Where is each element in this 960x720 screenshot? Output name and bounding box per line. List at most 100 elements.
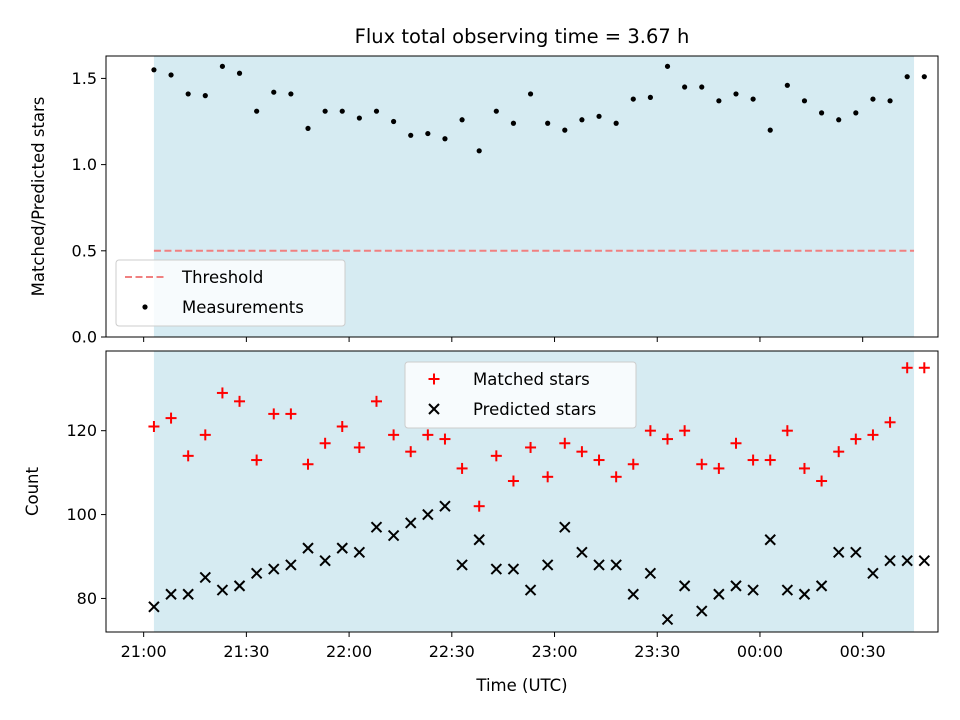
x-tick-label: 00:00 [737, 642, 783, 661]
matched-star-point [764, 454, 776, 466]
bottom-legend-box [404, 361, 637, 429]
predicted-star-point [781, 584, 794, 596]
top-x-ticks [143, 337, 864, 342]
predicted-star-point [713, 588, 725, 600]
measurement-point [459, 117, 465, 123]
predicted-star-point [678, 580, 691, 592]
top-y-axis-label: Matched/Predicted stars [29, 97, 48, 297]
predicted-star-point [405, 517, 417, 529]
matched-star-point [884, 416, 896, 428]
measurement-point [373, 108, 380, 114]
matched-star-point [713, 462, 725, 474]
measurement-point [510, 120, 517, 126]
matched-star-point [730, 437, 742, 449]
predicted-star-point [918, 554, 931, 567]
predicted-star-point [764, 534, 776, 546]
legend-predicted-swatch [428, 403, 440, 415]
measurement-point [493, 108, 499, 114]
measurement-point [476, 148, 482, 154]
matched-star-point [833, 446, 845, 458]
predicted-star-point [456, 559, 468, 571]
predicted-star-point [661, 613, 674, 626]
predicted-star-point [867, 567, 879, 579]
predicted-star-point [250, 567, 263, 579]
predicted-star-point [524, 584, 537, 596]
measurement-point [750, 96, 756, 102]
matched-star-point [576, 446, 588, 458]
predicted-star-point [850, 546, 862, 559]
predicted-star-point [387, 529, 400, 542]
predicted-star-point [370, 521, 383, 533]
matched-star-point [644, 425, 656, 437]
matched-star-point [216, 387, 228, 399]
measurement-point [647, 94, 653, 100]
predicted-star-point [610, 559, 622, 571]
predicted-star-point [285, 559, 297, 571]
matched-star-point [525, 441, 537, 453]
predicted-star-point [593, 559, 605, 571]
measurement-point [596, 113, 602, 119]
measurement-point [818, 110, 825, 116]
measurement-point [801, 98, 808, 104]
matched-star-point [867, 429, 879, 441]
x-tick-label: 22:30 [429, 642, 475, 661]
top-y-tick-label: 0.0 [72, 328, 97, 347]
predicted-star-point [559, 521, 571, 533]
measurement-point [219, 63, 226, 69]
measurement-point [579, 117, 585, 123]
top-axes-frame [105, 55, 939, 338]
measurement-point [887, 98, 893, 104]
matched-star-point [405, 446, 417, 458]
matched-star-point [285, 408, 297, 420]
bottom-y-tick-label: 100 [66, 505, 97, 524]
predicted-star-point [165, 588, 177, 600]
bottom-x-ticks: 21:00 21:30 22:00 22:30 23:00 23:30 00:00 00:30 [121, 632, 886, 661]
measurement-point [168, 72, 174, 78]
measurement-point [202, 93, 208, 99]
measurement-point [236, 70, 243, 76]
chart-title: Flux total observing time = 3.67 h [355, 25, 690, 48]
measurement-point [185, 91, 191, 97]
measurement-point [408, 132, 414, 138]
measurement-point [527, 91, 534, 97]
matched-star-point [319, 437, 331, 449]
matched-star-point [747, 454, 759, 466]
measurement-point [545, 120, 551, 126]
matched-star-point [251, 454, 263, 466]
matched-star-point [456, 462, 468, 474]
matched-star-point [662, 433, 674, 445]
matched-star-point [353, 441, 365, 453]
matched-star-point [302, 458, 314, 470]
matched-star-point [370, 395, 382, 407]
bottom-legend: Matched stars Predicted stars [404, 361, 637, 429]
measurement-point [733, 91, 739, 97]
legend-matched-label: Matched stars [473, 370, 590, 389]
predicted-star-point [627, 588, 639, 600]
predicted-star-point [541, 559, 554, 571]
predicted-star-point [439, 500, 451, 512]
measurement-point [784, 82, 790, 88]
measurement-point [699, 84, 705, 90]
predicted-star-point [302, 542, 314, 554]
matched-star-point [439, 433, 451, 445]
measurement-point [664, 63, 671, 69]
predicted-star-point [833, 546, 845, 559]
x-tick-label: 23:30 [634, 642, 680, 661]
measurement-point [254, 108, 260, 114]
predicted-star-point [884, 554, 896, 567]
measurement-point [151, 67, 157, 73]
predicted-star-point [473, 534, 485, 546]
measurement-point [288, 91, 294, 97]
top-y-tick-label: 1.0 [72, 155, 97, 174]
matched-star-point [165, 412, 177, 424]
matched-star-point [593, 454, 605, 466]
x-tick-label: 21:00 [121, 642, 167, 661]
matched-star-point [679, 425, 691, 437]
measurement-point [836, 117, 842, 123]
predicted-star-point [422, 508, 434, 521]
measurement-point [921, 74, 927, 80]
matched-star-point [798, 462, 810, 474]
predicted-star-point [353, 546, 366, 559]
bottom-data-marks [148, 362, 931, 626]
predicted-star-point [233, 580, 246, 592]
